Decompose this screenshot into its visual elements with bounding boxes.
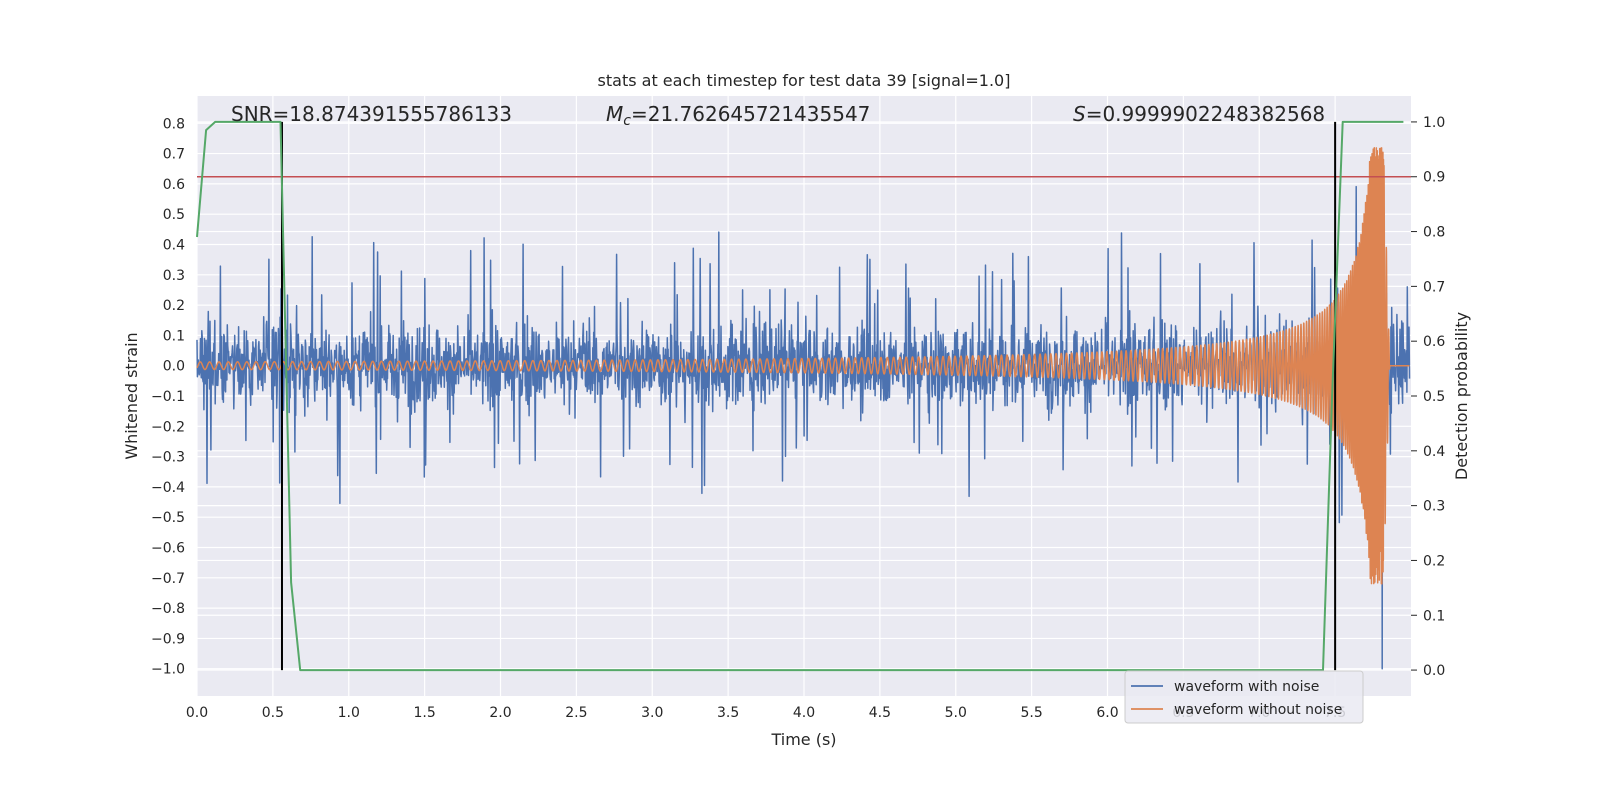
score-annotation: S=0.9999902248382568 [1073, 102, 1325, 126]
y-tick-label: −0.7 [151, 571, 185, 587]
x-tick-label: 4.0 [793, 705, 815, 721]
y-tick-label: 0.4 [163, 237, 185, 253]
y-right-tick-label: 0.7 [1423, 279, 1445, 295]
legend: waveform with noise waveform without noi… [1124, 670, 1364, 724]
legend-box [1124, 670, 1364, 724]
legend-label-clean: waveform without noise [1174, 702, 1342, 718]
chirp-mass-annotation: Mc=21.762645721435547 [606, 102, 870, 129]
x-tick-label: 1.5 [413, 705, 435, 721]
series-waveform-without-noise [196, 146, 1411, 585]
chirp-mass-value: =21.762645721435547 [631, 102, 870, 126]
chirp-mass-subscript: c [623, 113, 631, 129]
y-tick-label: −0.2 [151, 419, 185, 435]
grid [196, 96, 1411, 696]
y-tick-label: 0.2 [163, 298, 185, 314]
traces [196, 120, 1411, 672]
x-tick-label: 6.0 [1096, 705, 1118, 721]
x-tick-label: 4.5 [869, 705, 891, 721]
y-tick-label: −0.9 [151, 631, 185, 647]
y-right-tick-label: 1.0 [1423, 115, 1445, 131]
y-tick-label: 0.8 [163, 116, 185, 132]
x-tick-label: 5.0 [945, 705, 967, 721]
x-tick-label: 0.5 [262, 705, 284, 721]
legend-label-noise: waveform with noise [1174, 679, 1319, 695]
y-right-tick-label: 0.5 [1423, 389, 1445, 405]
y-tick-label: −0.4 [151, 480, 185, 496]
y-tick-label: −0.8 [151, 601, 185, 617]
y-axis-right-label: Detection probability [1452, 312, 1471, 480]
score-symbol: S [1073, 102, 1086, 126]
y-tick-label: 0.7 [163, 147, 185, 163]
y-right-tick-label: 0.9 [1423, 170, 1445, 186]
y-right-tick-labels: 1.0 0.9 0.8 0.7 0.6 0.5 0.4 0.3 0.2 0.1 0.0 [1411, 115, 1445, 679]
y-tick-label: −0.5 [151, 510, 185, 526]
y-tick-label: 0.5 [163, 207, 185, 223]
y-right-tick-label: 0.1 [1423, 608, 1445, 624]
y-tick-labels: 0.8 0.7 0.6 0.5 0.4 0.3 0.2 0.1 0.0 −0.1 −0.2 −0.3 −… [151, 116, 185, 677]
x-tick-label: 2.5 [565, 705, 587, 721]
y-right-tick-label: 0.0 [1423, 663, 1445, 679]
snr-annotation: SNR=18.874391555786133 [231, 102, 512, 126]
series-detection-probability [196, 120, 1404, 672]
score-value: =0.9999902248382568 [1086, 102, 1325, 126]
y-right-tick-label: 0.8 [1423, 225, 1445, 241]
x-tick-label: 1.0 [338, 705, 360, 721]
y-tick-label: 0.6 [163, 177, 185, 193]
x-tick-label: 2.0 [489, 705, 511, 721]
y-axis-label: Whitened strain [122, 332, 141, 459]
y-tick-label: −0.6 [151, 541, 185, 557]
y-right-tick-label: 0.6 [1423, 334, 1445, 350]
x-axis-label: Time (s) [770, 730, 836, 749]
y-tick-label: −1.0 [151, 662, 185, 678]
x-tick-label: 3.0 [641, 705, 663, 721]
y-tick-label: 0.1 [163, 328, 185, 344]
chart-title: stats at each timestep for test data 39 … [598, 71, 1011, 90]
y-tick-label: −0.3 [151, 450, 185, 466]
chirp-mass-symbol: M [606, 102, 623, 126]
y-right-tick-label: 0.4 [1423, 444, 1445, 460]
y-tick-label: −0.1 [151, 389, 185, 405]
y-tick-label: 0.0 [163, 359, 185, 375]
y-right-tick-label: 0.2 [1423, 553, 1445, 569]
x-tick-label: 5.5 [1020, 705, 1042, 721]
y-right-tick-label: 0.3 [1423, 499, 1445, 515]
x-tick-label: 0.0 [186, 705, 208, 721]
y-tick-label: 0.3 [163, 268, 185, 284]
x-tick-label: 3.5 [717, 705, 739, 721]
